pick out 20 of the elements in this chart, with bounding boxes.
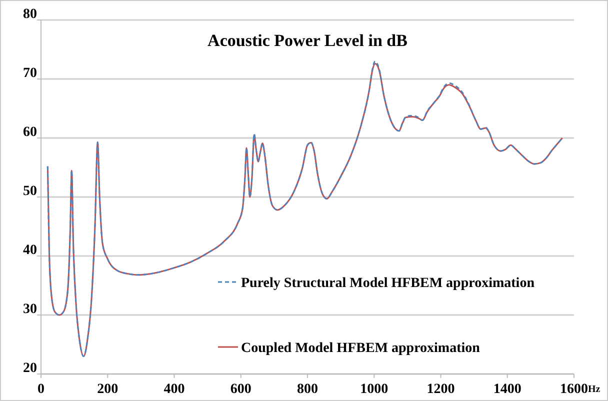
x-tick-label: 800 [297,382,318,397]
x-tick-label: 1600 [560,382,588,397]
x-tick-label: 400 [164,382,185,397]
legend-label: Coupled Model HFBEM approximation [241,341,480,356]
x-tick-label: 1400 [493,382,522,397]
x-tick-label: 1200 [426,382,455,397]
x-tick-label: 0 [38,382,44,397]
x-tick-label: 600 [230,382,252,397]
y-tick-label: 50 [23,184,37,199]
legend-label: Purely Structural Model HFBEM approximation [241,276,535,291]
y-tick-label: 70 [23,66,37,81]
text: Acoustic Power Level in dB [208,31,408,50]
x-tick-label: 1000 [360,382,388,397]
y-tick-label: 20 [23,361,37,376]
y-tick-label: 40 [23,243,37,258]
y-tick-label: 30 [23,302,37,317]
x-tick-label: 200 [97,382,118,397]
y-tick-label: 60 [23,125,37,140]
y-tick-label: 80 [23,7,37,22]
x-axis-title: Hz [588,384,601,395]
